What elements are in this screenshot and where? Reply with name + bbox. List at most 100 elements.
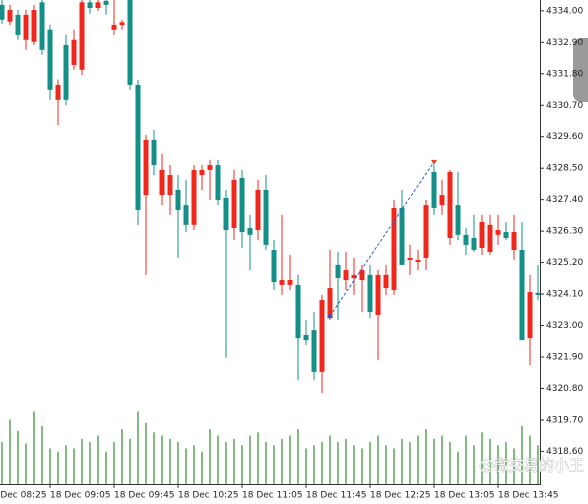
y-tick-label: 4323.00 bbox=[546, 321, 583, 331]
candle-body bbox=[191, 169, 197, 225]
y-tick-label: 4325.20 bbox=[546, 258, 583, 268]
candle-body bbox=[407, 258, 413, 261]
candle-body bbox=[15, 14, 21, 35]
y-tick-label: 4331.80 bbox=[546, 69, 583, 79]
candle-body bbox=[375, 274, 381, 315]
candle-body bbox=[103, 0, 109, 5]
candle-body bbox=[495, 229, 501, 235]
candle-body bbox=[487, 224, 493, 253]
candle-body bbox=[303, 334, 309, 341]
candle-body bbox=[511, 231, 517, 251]
y-tick-label: 4332.90 bbox=[546, 38, 583, 48]
candle-body bbox=[527, 292, 533, 339]
candle-body bbox=[351, 274, 357, 279]
candle-body bbox=[319, 300, 325, 372]
candle-body bbox=[447, 171, 453, 238]
candle-body bbox=[327, 288, 333, 319]
x-tick-label: 18 Dec 08:25 bbox=[0, 491, 47, 501]
candle-body bbox=[207, 165, 213, 170]
y-tick-label: 4327.40 bbox=[546, 195, 583, 205]
plot-area bbox=[0, 0, 540, 484]
candle-body bbox=[279, 280, 285, 285]
candle-body bbox=[39, 2, 45, 50]
x-tick-label: 18 Dec 12:25 bbox=[370, 491, 431, 501]
candle-body bbox=[0, 4, 5, 20]
candle-body bbox=[343, 270, 349, 281]
candle-body bbox=[119, 22, 125, 26]
candle-body bbox=[215, 165, 221, 200]
candle-body bbox=[247, 227, 253, 235]
candle-body bbox=[535, 292, 540, 295]
candle-body bbox=[391, 207, 397, 291]
candle-body bbox=[167, 175, 173, 196]
candle-body bbox=[255, 189, 261, 230]
candle-body bbox=[263, 189, 269, 245]
candle-body bbox=[143, 139, 149, 196]
candle-body bbox=[455, 205, 461, 235]
candle-body bbox=[63, 44, 69, 100]
watermark: @微交易的小王 bbox=[479, 457, 584, 475]
candle-body bbox=[87, 2, 93, 9]
candle-body bbox=[335, 264, 341, 279]
candle-body bbox=[223, 197, 229, 230]
y-tick-label: 4321.90 bbox=[546, 352, 583, 362]
candle-body bbox=[135, 84, 141, 210]
candle-body bbox=[415, 260, 421, 263]
trade-line bbox=[329, 161, 435, 317]
candle-body bbox=[111, 24, 117, 30]
x-tick-label: 18 Dec 09:45 bbox=[114, 491, 175, 501]
candle-body bbox=[287, 280, 293, 285]
y-tick-label: 4329.60 bbox=[546, 132, 583, 142]
candle-body bbox=[463, 234, 469, 245]
y-tick-label: 4324.10 bbox=[546, 290, 583, 300]
x-tick-label: 18 Dec 13:05 bbox=[434, 491, 495, 501]
y-tick-label: 4318.60 bbox=[546, 447, 583, 457]
candle-body bbox=[47, 29, 53, 90]
candle-body bbox=[423, 205, 429, 259]
candle-body bbox=[55, 84, 61, 100]
side-handle[interactable] bbox=[573, 38, 588, 102]
candle-body bbox=[431, 171, 437, 208]
x-tick-label: 18 Dec 13:45 bbox=[498, 491, 559, 501]
x-tick-label: 18 Dec 10:25 bbox=[178, 491, 239, 501]
candle-body bbox=[367, 274, 373, 313]
x-tick-label: 18 Dec 11:05 bbox=[242, 491, 303, 501]
candle-body bbox=[383, 274, 389, 289]
candle-body bbox=[519, 250, 525, 341]
entry-arrow bbox=[327, 313, 333, 319]
candle-body bbox=[231, 179, 237, 228]
candle-body bbox=[295, 284, 301, 339]
candle-body bbox=[311, 330, 317, 372]
y-tick-label: 4334.00 bbox=[546, 6, 583, 16]
candle-body bbox=[71, 39, 77, 65]
candle-body bbox=[31, 10, 37, 42]
candle-body bbox=[23, 14, 29, 40]
y-tick-label: 4320.80 bbox=[546, 384, 583, 394]
candle-body bbox=[503, 231, 509, 238]
candle-body bbox=[151, 139, 157, 166]
candle-body bbox=[7, 10, 13, 22]
candle-body bbox=[95, 2, 101, 9]
candle-body bbox=[159, 169, 165, 196]
x-tick-label: 18 Dec 11:45 bbox=[306, 491, 367, 501]
candle-body bbox=[399, 207, 405, 265]
candle-body bbox=[439, 195, 445, 206]
y-tick-label: 4326.30 bbox=[546, 227, 583, 237]
y-tick-label: 4328.50 bbox=[546, 164, 583, 174]
candle-body bbox=[271, 250, 277, 283]
candle-body bbox=[239, 177, 245, 232]
y-tick-label: 4330.70 bbox=[546, 101, 583, 111]
x-tick-label: 18 Dec 09:05 bbox=[50, 491, 111, 501]
candle-body bbox=[479, 221, 485, 249]
candle-body bbox=[359, 270, 365, 281]
candle-body bbox=[199, 169, 205, 176]
candle-body bbox=[127, 0, 133, 85]
candle-body bbox=[175, 189, 181, 210]
candle-body bbox=[183, 205, 189, 225]
candle-body bbox=[79, 2, 85, 70]
exit-arrow bbox=[431, 159, 437, 165]
y-tick-label: 4319.70 bbox=[546, 415, 583, 425]
candle-body bbox=[471, 237, 477, 251]
